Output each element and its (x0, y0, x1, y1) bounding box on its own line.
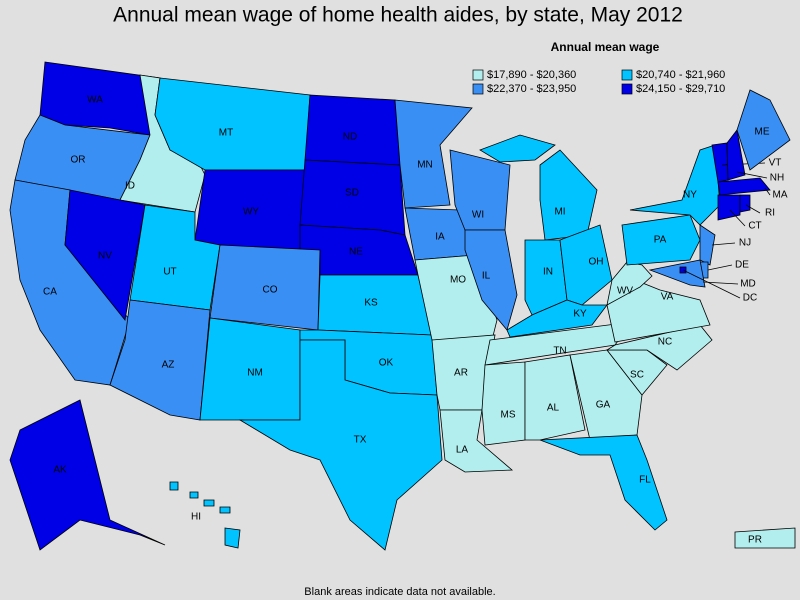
state-label: ID (125, 181, 135, 192)
state-label: NV (98, 251, 112, 262)
state-label: OR (71, 155, 86, 166)
state (739, 194, 751, 213)
legend-label: $22,370 - $23,950 (487, 83, 576, 95)
state-label: NM (247, 368, 263, 379)
state-label: IA (435, 232, 445, 243)
state-label: AK (53, 465, 67, 476)
leader-line (682, 269, 741, 299)
state (734, 527, 796, 549)
state-label: VA (661, 292, 674, 303)
state (169, 481, 241, 549)
state-label: KS (364, 298, 378, 309)
state-label: WI (472, 210, 484, 221)
state (524, 354, 586, 441)
state-label: VT (769, 158, 782, 169)
state-label: NJ (739, 238, 751, 249)
state (394, 99, 473, 209)
state-label: AZ (162, 360, 175, 371)
legend-label: $24,150 - $29,710 (636, 83, 725, 95)
state-label: SD (345, 188, 359, 199)
state-label: WY (243, 207, 259, 218)
legend-swatch (621, 83, 633, 95)
state-label: NC (658, 337, 672, 348)
state (9, 399, 166, 551)
state-label: WA (87, 95, 103, 106)
state-label: MT (219, 128, 233, 139)
legend-title: Annual mean wage (551, 40, 660, 54)
state (699, 224, 716, 266)
state (539, 434, 668, 531)
leader-line (711, 242, 736, 246)
state (717, 194, 741, 221)
state (621, 214, 701, 266)
state (238, 339, 443, 551)
state (726, 129, 746, 181)
state-label: CA (43, 287, 57, 298)
state-label: MS (501, 410, 516, 421)
legend-label: $20,740 - $21,960 (636, 69, 725, 81)
state-label: AR (454, 368, 468, 379)
state-label: NY (683, 190, 697, 201)
state-label: HI (191, 512, 201, 523)
state-label: MO (450, 275, 466, 286)
leader-line (729, 209, 746, 227)
state-label: ND (343, 132, 357, 143)
leader-line (736, 171, 768, 179)
state-label: OH (589, 257, 604, 268)
state (648, 259, 706, 288)
legend-label: $17,890 - $20,360 (487, 69, 576, 81)
state-label: NE (349, 247, 363, 258)
legend-swatch (472, 83, 484, 95)
state (559, 224, 613, 306)
state-label: PA (654, 235, 667, 246)
states: WA OR ID MT WY ND SD NE CA NV UT AZ CO NM KS OK TX MN IA MO… (9, 61, 796, 551)
state (109, 299, 211, 421)
state-label: MD (740, 279, 756, 290)
state-label: OK (379, 358, 394, 369)
footnote: Blank areas indicate data not available. (304, 586, 495, 598)
state (717, 177, 771, 196)
leader-line (745, 204, 761, 214)
state-label: KY (573, 309, 587, 320)
state-label: IL (482, 271, 491, 282)
state (736, 89, 791, 171)
state-label: LA (456, 445, 469, 456)
state (481, 361, 526, 446)
state-label: NH (770, 173, 784, 184)
state-label: ME (755, 127, 770, 138)
state-label: SC (630, 370, 644, 381)
state (506, 299, 608, 338)
legend-swatch (621, 69, 633, 81)
state-label: CO (263, 285, 278, 296)
state-label: TN (553, 346, 566, 357)
state-label: DC (743, 293, 757, 304)
state-label: AL (547, 403, 560, 414)
map-title: Annual mean wage of home health aides, b… (113, 4, 683, 27)
leader-line (764, 187, 771, 196)
legend-swatch (472, 69, 484, 81)
state-label: MN (417, 160, 433, 171)
state (304, 94, 401, 166)
state-label: PR (748, 535, 762, 546)
state (64, 189, 146, 321)
state-label: WV (617, 286, 633, 297)
state-label: TX (354, 435, 367, 446)
legend: $17,890 - $20,360 $20,740 - $21,960 $22,37… (472, 69, 725, 95)
state-label: RI (765, 208, 775, 219)
state-label: DE (735, 260, 749, 271)
state-label: MI (554, 207, 565, 218)
state-label: IN (543, 267, 553, 278)
state-label: FL (639, 475, 651, 486)
leader-line (707, 264, 733, 271)
state-label: GA (596, 400, 611, 411)
state-label: MA (773, 190, 788, 201)
state-label: UT (163, 267, 176, 278)
state-label: CT (748, 221, 761, 232)
